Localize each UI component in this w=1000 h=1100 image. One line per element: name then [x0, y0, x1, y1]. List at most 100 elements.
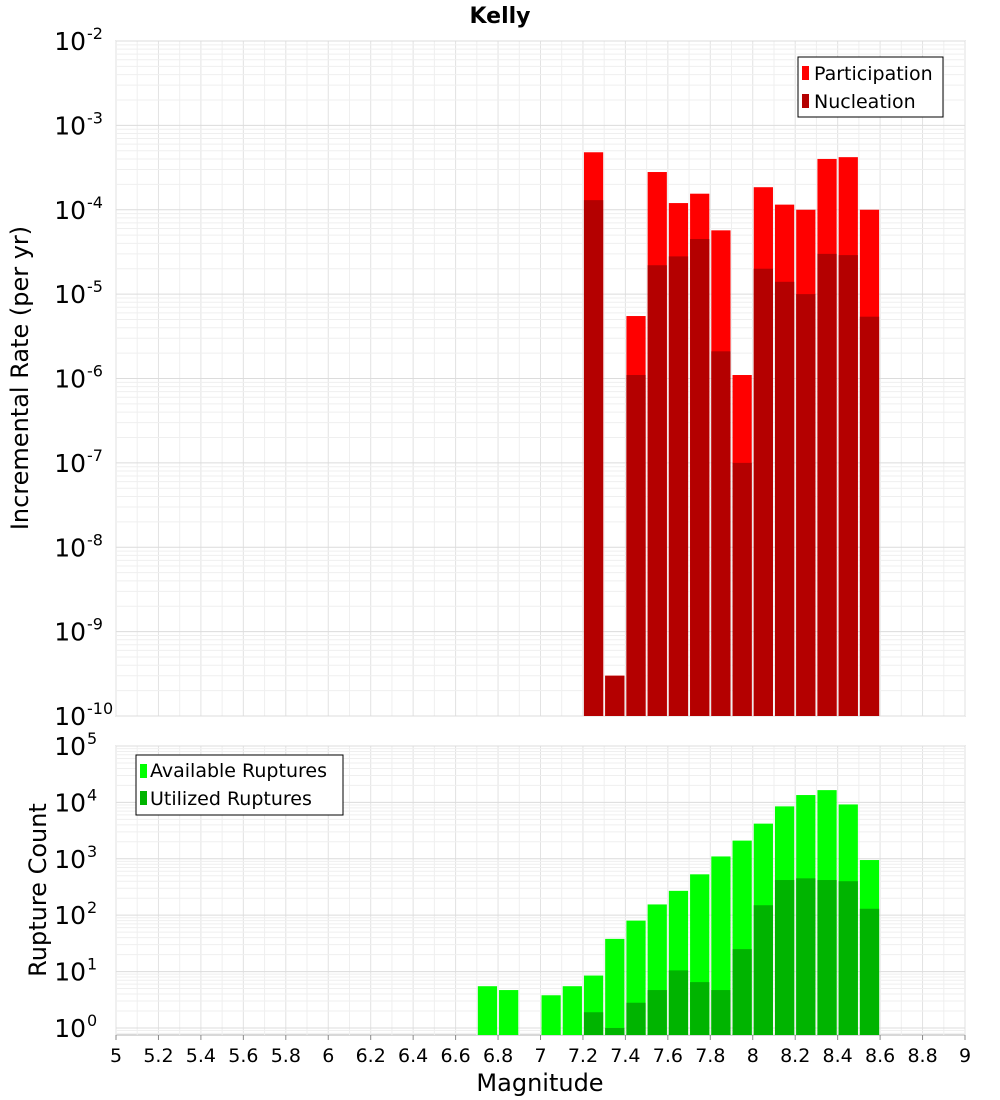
bar-utilized-ruptures [626, 1002, 646, 1035]
x-tick-label: 8.2 [780, 1045, 810, 1067]
top-legend-box [797, 56, 944, 118]
x-tick-label: 8.8 [907, 1045, 937, 1067]
legend-swatch-available [140, 764, 147, 778]
bar-available-ruptures [562, 986, 582, 1035]
bar-available-ruptures [605, 938, 625, 1035]
x-tick-label: 6.8 [483, 1045, 513, 1067]
x-tick-label: 5.8 [271, 1045, 301, 1067]
y-tick-exponent: 1 [87, 955, 97, 974]
bar-utilized-ruptures [583, 1012, 604, 1035]
y-tick-base: 10 [54, 365, 86, 394]
x-tick-label: 6 [322, 1045, 334, 1067]
bar-nucleation [605, 675, 625, 716]
bottom-legend-box [135, 754, 344, 816]
bar-nucleation [838, 255, 858, 716]
x-tick-label: 7.8 [695, 1045, 725, 1067]
legend-label-participation: Participation [814, 63, 933, 85]
legend-label-nucleation: Nucleation [814, 91, 916, 113]
x-tick-label: 5.2 [143, 1045, 173, 1067]
bottom-legend[interactable]: Available Ruptures Utilized Ruptures [135, 754, 344, 816]
bar-nucleation [859, 316, 880, 716]
y-tick-label: 10 5 [54, 729, 97, 761]
bar-available-ruptures [477, 986, 498, 1035]
bar-nucleation [711, 351, 731, 716]
top-grid [115, 40, 966, 717]
bar-utilized-ruptures [753, 905, 773, 1035]
x-tick-label: 8 [747, 1045, 759, 1067]
x-axis-label: Magnitude [476, 1069, 603, 1097]
bar-utilized-ruptures [817, 880, 837, 1035]
bar-utilized-ruptures [647, 990, 667, 1035]
y-tick-exponent: 0 [87, 1011, 97, 1030]
bar-available-ruptures [541, 995, 561, 1035]
bar-nucleation [668, 256, 689, 716]
y-tick-label: 10 3 [54, 842, 97, 874]
bar-nucleation [753, 268, 773, 716]
x-tick-label: 5 [110, 1045, 122, 1067]
x-tick-label: 8.6 [865, 1045, 895, 1067]
top-legend[interactable]: Participation Nucleation [797, 56, 944, 118]
y-tick-label: 10 -8 [54, 530, 103, 562]
y-tick-exponent: -9 [87, 615, 103, 634]
x-tick-label: 5.4 [186, 1045, 216, 1067]
y-tick-exponent: 4 [87, 785, 97, 804]
bar-nucleation [690, 239, 710, 716]
bar-utilized-ruptures [838, 881, 858, 1035]
y-tick-exponent: -7 [87, 446, 103, 465]
y-tick-exponent: 2 [87, 898, 97, 917]
bar-utilized-ruptures [690, 982, 710, 1035]
y-tick-exponent: -6 [87, 362, 103, 381]
y-tick-exponent: -8 [87, 530, 103, 549]
bar-nucleation [732, 462, 752, 716]
y-tick-base: 10 [54, 1014, 86, 1043]
y-tick-base: 10 [54, 449, 86, 478]
bar-utilized-ruptures [711, 990, 731, 1035]
bar-nucleation [647, 265, 667, 716]
y-tick-base: 10 [54, 901, 86, 930]
y-tick-base: 10 [54, 618, 86, 647]
chart-title: Kelly [469, 4, 530, 29]
y-tick-exponent: -3 [87, 108, 103, 127]
bar-utilized-ruptures [605, 1027, 625, 1035]
x-tick-label: 7 [534, 1045, 546, 1067]
y-tick-exponent: -4 [87, 193, 103, 212]
y-tick-exponent: 5 [87, 729, 97, 748]
y-tick-label: 10 -4 [54, 193, 103, 225]
y-tick-base: 10 [54, 196, 86, 225]
y-tick-base: 10 [54, 732, 86, 761]
y-tick-base: 10 [54, 111, 86, 140]
y-tick-base: 10 [54, 958, 86, 987]
bar-utilized-ruptures [859, 908, 880, 1035]
bar-available-ruptures [499, 990, 519, 1035]
x-tick-label: 7.6 [653, 1045, 683, 1067]
y-tick-exponent: 3 [87, 842, 97, 861]
x-tick-label: 9 [959, 1045, 971, 1067]
y-tick-label: 10 1 [54, 955, 97, 987]
y-tick-base: 10 [54, 702, 86, 731]
y-tick-label: 10 -9 [54, 615, 103, 647]
y-tick-label: 10 0 [54, 1011, 97, 1043]
y-tick-exponent: -5 [87, 277, 103, 296]
y-tick-exponent: -2 [87, 24, 103, 43]
bar-nucleation [626, 375, 646, 716]
y-tick-base: 10 [54, 27, 86, 56]
y-tick-base: 10 [54, 788, 86, 817]
y-tick-label: 10 -2 [54, 24, 103, 56]
x-tick-label: 8.4 [823, 1045, 853, 1067]
x-tick-label: 6.2 [356, 1045, 386, 1067]
y-tick-label: 10 -7 [54, 446, 103, 478]
bar-nucleation [774, 281, 795, 716]
bar-utilized-ruptures [774, 880, 795, 1035]
bar-utilized-ruptures [668, 970, 689, 1035]
bottom-bars [477, 790, 880, 1035]
y-tick-label: 10 4 [54, 785, 97, 817]
y-tick-base: 10 [54, 280, 86, 309]
bar-nucleation [796, 294, 816, 716]
bar-nucleation [583, 200, 604, 716]
bar-nucleation [817, 253, 837, 716]
